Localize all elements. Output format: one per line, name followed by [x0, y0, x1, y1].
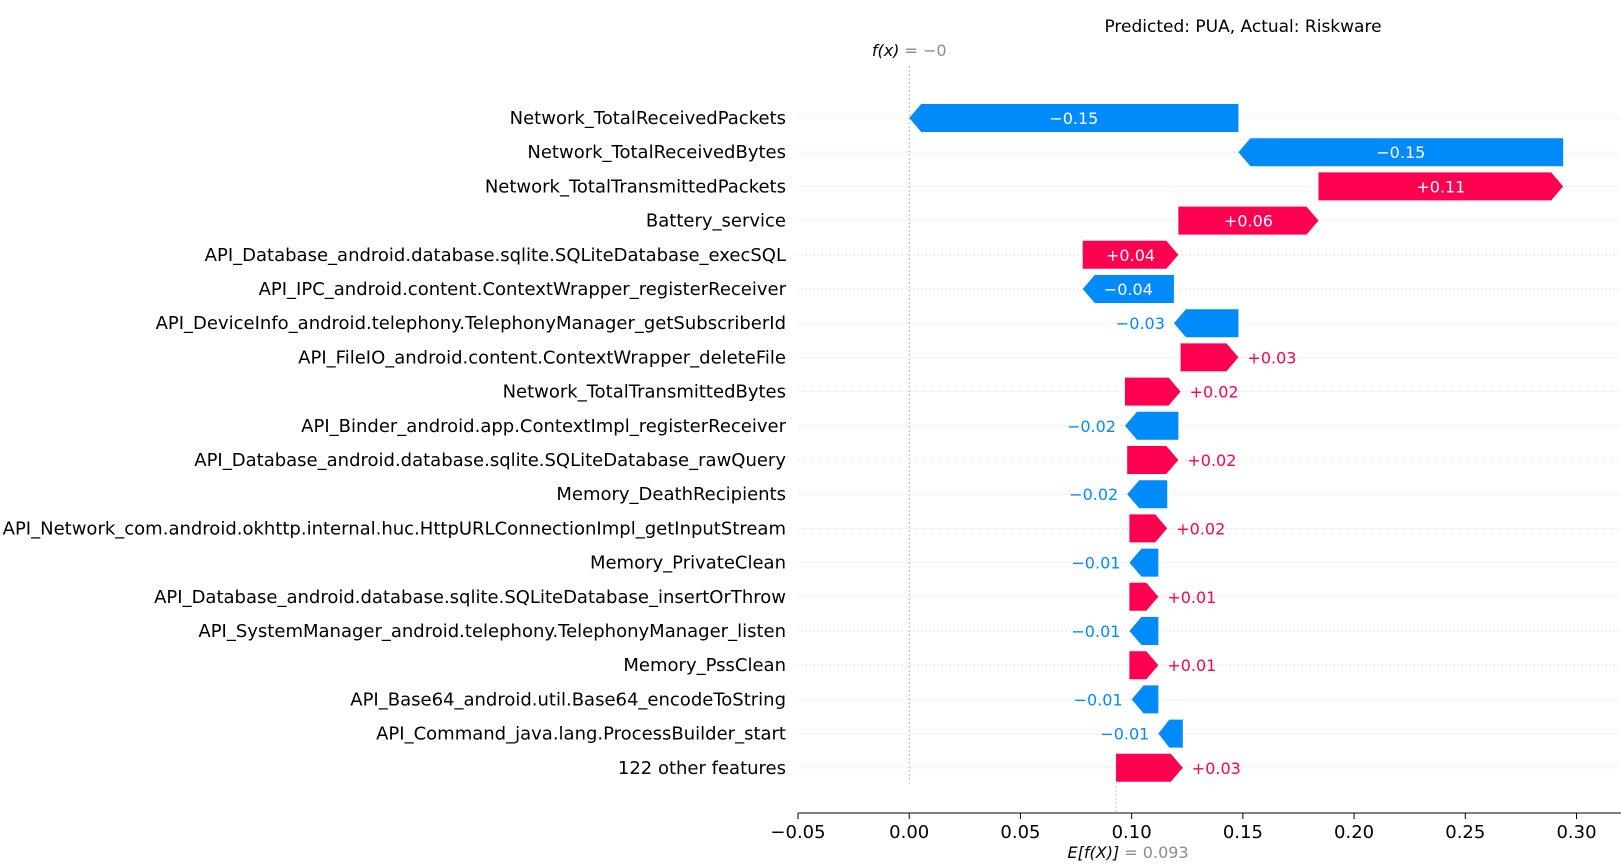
- x-tick-label: 0.30: [1556, 822, 1596, 843]
- feature-bar: [1127, 480, 1168, 509]
- fx-prefix: f(x): [872, 41, 900, 60]
- feature-label: Network_TotalTransmittedPackets: [485, 176, 786, 197]
- feature-label: API_Database_android.database.sqlite.SQL…: [194, 450, 786, 471]
- value-labels: −0.15 −0.15 +0.11 +0.06 +0.04 −0.04 −0.03 +0.03…: [1049, 109, 1465, 778]
- x-tick-label: 0.10: [1112, 822, 1152, 843]
- feature-bar: [1127, 446, 1179, 474]
- value-label: −0.01: [1071, 554, 1120, 573]
- value-label: +0.01: [1167, 656, 1216, 675]
- x-tick-label: −0.05: [770, 822, 825, 843]
- feature-label: Memory_PssClean: [623, 655, 786, 676]
- feature-label: Memory_PrivateClean: [590, 553, 786, 574]
- fx-suffix: = −0: [899, 41, 946, 60]
- feature-bar: [1318, 172, 1564, 201]
- feature-label: Network_TotalTransmittedBytes: [503, 382, 786, 403]
- value-label: +0.02: [1176, 519, 1225, 538]
- feature-bar: [1124, 377, 1181, 406]
- feature-label: API_Binder_android.app.ContextImpl_regis…: [301, 416, 786, 437]
- value-label: +0.03: [1192, 759, 1241, 778]
- x-axis: −0.05 0.00 0.05 0.10 0.15 0.20 0.25 0.30: [770, 812, 1621, 843]
- feature-label: API_Database_android.database.sqlite.SQL…: [154, 587, 786, 608]
- feature-bar: [1178, 206, 1319, 235]
- feature-label: 122 other features: [618, 758, 786, 779]
- feature-bar: [1129, 548, 1159, 577]
- x-tick-label: 0.05: [1000, 822, 1040, 843]
- value-label: −0.01: [1071, 622, 1120, 641]
- feature-label: Network_TotalReceivedPackets: [510, 108, 786, 129]
- feature-bar: [1124, 411, 1179, 440]
- x-tick-label: 0.25: [1445, 822, 1485, 843]
- x-tick-label: 0.00: [889, 822, 929, 843]
- fx-label: f(x) = −0: [872, 41, 947, 60]
- value-label: −0.02: [1067, 417, 1116, 436]
- feature-label: API_Base64_android.util.Base64_encodeToS…: [350, 689, 786, 710]
- efx-label: E[f(X)] = 0.093: [1068, 843, 1189, 862]
- feature-bar: [1129, 617, 1159, 645]
- feature-bar: [1173, 309, 1239, 338]
- feature-bar: [1158, 719, 1183, 748]
- value-label: −0.03: [1116, 314, 1165, 333]
- feature-bar: [1180, 343, 1239, 372]
- value-label: −0.15: [1376, 143, 1425, 162]
- feature-label: Memory_DeathRecipients: [556, 484, 786, 505]
- value-label: −0.15: [1049, 109, 1098, 128]
- feature-label: API_DeviceInfo_android.telephony.Telepho…: [156, 313, 786, 334]
- value-label: −0.04: [1104, 280, 1153, 299]
- feature-label: API_Network_com.android.okhttp.internal.…: [3, 518, 786, 539]
- feature-label: API_FileIO_android.content.ContextWrappe…: [298, 347, 786, 368]
- feature-bar: [1129, 582, 1159, 611]
- feature-bars: [909, 104, 1564, 782]
- value-label: −0.01: [1074, 690, 1123, 709]
- value-label: +0.02: [1187, 451, 1236, 470]
- value-label: +0.06: [1224, 212, 1273, 231]
- feature-bar: [1131, 685, 1159, 714]
- efx-suffix: = 0.093: [1119, 843, 1188, 862]
- feature-bar: [909, 104, 1239, 132]
- feature-bar: [1129, 514, 1168, 543]
- x-tick-label: 0.20: [1334, 822, 1374, 843]
- chart-title: Predicted: PUA, Actual: Riskware: [1104, 17, 1381, 37]
- feature-bar: [1082, 240, 1179, 269]
- value-label: +0.11: [1416, 177, 1465, 196]
- x-tick-label: 0.15: [1223, 822, 1263, 843]
- feature-bar: [1238, 138, 1564, 167]
- value-label: −0.01: [1100, 725, 1149, 744]
- efx-prefix: E[f(X)]: [1068, 843, 1120, 862]
- feature-label: Battery_service: [646, 211, 786, 232]
- value-label: +0.04: [1106, 246, 1155, 265]
- value-label: +0.02: [1190, 383, 1239, 402]
- feature-label: Network_TotalReceivedBytes: [527, 142, 786, 163]
- feature-label: API_Command_java.lang.ProcessBuilder_sta…: [376, 724, 786, 745]
- feature-bar: [1116, 753, 1183, 782]
- value-label: −0.02: [1069, 485, 1118, 504]
- feature-bar: [1129, 651, 1159, 680]
- value-label: +0.03: [1247, 348, 1296, 367]
- feature-bar: [1082, 275, 1174, 303]
- feature-label: API_IPC_android.content.ContextWrapper_r…: [259, 279, 787, 300]
- value-label: +0.01: [1167, 588, 1216, 607]
- feature-label: API_SystemManager_android.telephony.Tele…: [198, 621, 786, 642]
- feature-label: API_Database_android.database.sqlite.SQL…: [205, 245, 786, 266]
- feature-labels: Network_TotalReceivedPackets Network_Tota…: [3, 108, 787, 779]
